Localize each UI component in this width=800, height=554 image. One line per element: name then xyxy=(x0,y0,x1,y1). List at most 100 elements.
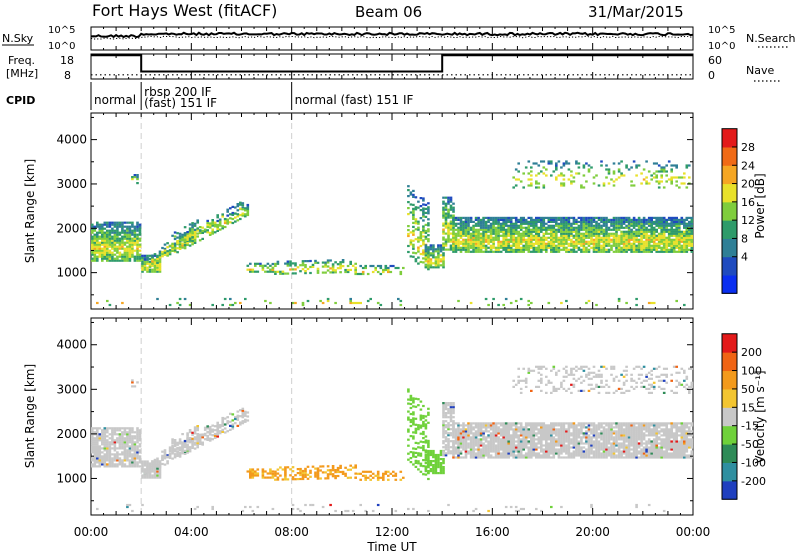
range-gate-cell xyxy=(429,258,433,261)
range-gate-cell xyxy=(452,244,455,247)
range-gate-cell xyxy=(356,272,360,276)
range-gate-cell xyxy=(216,225,219,229)
range-gate-cell xyxy=(148,467,152,470)
range-gate-cell xyxy=(645,248,648,251)
range-gate-cell xyxy=(96,429,99,432)
range-gate-cell xyxy=(537,246,541,249)
range-gate-cell xyxy=(532,442,536,445)
range-gate-cell xyxy=(427,260,430,263)
range-gate-cell xyxy=(103,459,107,462)
range-gate-cell xyxy=(504,452,508,455)
range-gate-cell xyxy=(625,240,628,243)
range-gate-cell xyxy=(535,438,538,441)
range-gate-cell xyxy=(136,249,139,252)
range-gate-cell xyxy=(106,233,109,236)
range-gate-cell xyxy=(542,244,546,247)
range-gate-cell xyxy=(444,444,448,447)
range-gate-cell xyxy=(108,427,112,430)
range-gate-cell xyxy=(271,270,275,273)
range-gate-cell xyxy=(128,241,132,244)
range-gate-cell xyxy=(572,228,576,231)
range-gate-cell xyxy=(326,261,330,264)
range-gate-cell xyxy=(101,257,104,260)
range-gate-cell xyxy=(552,422,556,425)
range-gate-cell xyxy=(444,248,448,251)
range-gate-cell xyxy=(670,222,673,225)
range-gate-cell xyxy=(424,250,428,253)
range-gate-cell xyxy=(489,446,493,449)
range-gate-cell xyxy=(183,449,187,452)
range-gate-cell xyxy=(540,228,543,231)
range-gate-cell xyxy=(667,240,671,243)
range-gate-cell xyxy=(439,470,443,473)
range-gate-cell xyxy=(417,246,420,249)
range-gate-cell xyxy=(494,426,498,429)
range-gate-cell xyxy=(389,270,393,274)
range-gate-cell xyxy=(101,251,104,254)
range-gate-cell xyxy=(309,469,312,472)
range-gate-cell xyxy=(236,416,240,419)
range-gate-cell xyxy=(683,220,686,223)
range-gate-cell xyxy=(469,228,473,231)
range-gate-cell xyxy=(592,246,596,249)
range-gate-cell xyxy=(642,248,646,251)
range-gate-cell xyxy=(444,414,448,417)
range-gate-cell xyxy=(522,234,525,237)
range-gate-cell xyxy=(570,248,573,251)
range-gate-cell xyxy=(106,255,109,258)
range-gate-cell xyxy=(509,216,513,219)
range-gate-cell xyxy=(181,246,184,249)
range-gate-cell xyxy=(369,297,372,301)
range-gate-cell xyxy=(211,228,214,231)
range-gate-cell xyxy=(326,475,330,478)
range-gate-cell xyxy=(454,246,458,249)
range-gate-cell xyxy=(371,476,375,479)
range-gate-cell xyxy=(464,238,468,241)
range-gate-cell xyxy=(111,229,114,232)
range-gate-cell xyxy=(660,218,663,221)
range-gate-cell xyxy=(98,459,102,462)
range-gate-cell xyxy=(136,178,139,181)
range-gate-cell xyxy=(487,226,490,229)
range-gate-cell xyxy=(171,451,174,454)
range-gate-cell xyxy=(642,226,646,229)
range-gate-cell xyxy=(667,250,671,253)
range-gate-cell xyxy=(369,478,372,481)
range-gate-cell xyxy=(241,407,245,410)
range-gate-cell xyxy=(512,430,515,433)
range-gate-cell xyxy=(507,448,510,451)
range-gate-cell xyxy=(522,246,525,249)
range-gate-cell xyxy=(652,226,656,229)
range-gate-cell xyxy=(336,263,340,266)
range-gate-cell xyxy=(321,261,325,264)
range-gate-cell xyxy=(492,456,495,459)
range-gate-cell xyxy=(121,257,124,260)
range-gate-cell xyxy=(627,226,631,229)
range-gate-cell xyxy=(133,241,137,244)
range-gate-cell xyxy=(530,182,533,185)
range-gate-cell xyxy=(116,245,119,248)
range-gate-cell xyxy=(193,236,197,239)
range-gate-cell xyxy=(690,220,694,223)
range-gate-cell xyxy=(615,234,618,237)
range-gate-cell xyxy=(103,463,107,466)
range-gate-cell xyxy=(269,470,272,473)
range-gate-cell xyxy=(672,248,676,251)
range-gate-cell xyxy=(492,230,495,233)
range-gate-cell xyxy=(612,162,616,165)
range-gate-cell xyxy=(136,447,139,450)
range-gate-cell xyxy=(424,215,428,218)
range-gate-cell xyxy=(203,228,207,231)
range-gate-cell xyxy=(464,434,468,437)
range-gate-cell xyxy=(113,453,117,456)
range-gate-cell xyxy=(512,236,515,239)
range-gate-cell xyxy=(251,268,255,271)
range-gate-cell xyxy=(106,247,109,250)
range-gate-cell xyxy=(128,251,132,254)
range-gate-cell xyxy=(138,443,142,446)
range-gate-cell xyxy=(131,255,134,258)
range-gate-cell xyxy=(422,253,425,256)
range-gate-cell xyxy=(91,243,94,246)
range-gate-cell xyxy=(419,408,423,411)
range-gate-cell xyxy=(675,240,678,243)
